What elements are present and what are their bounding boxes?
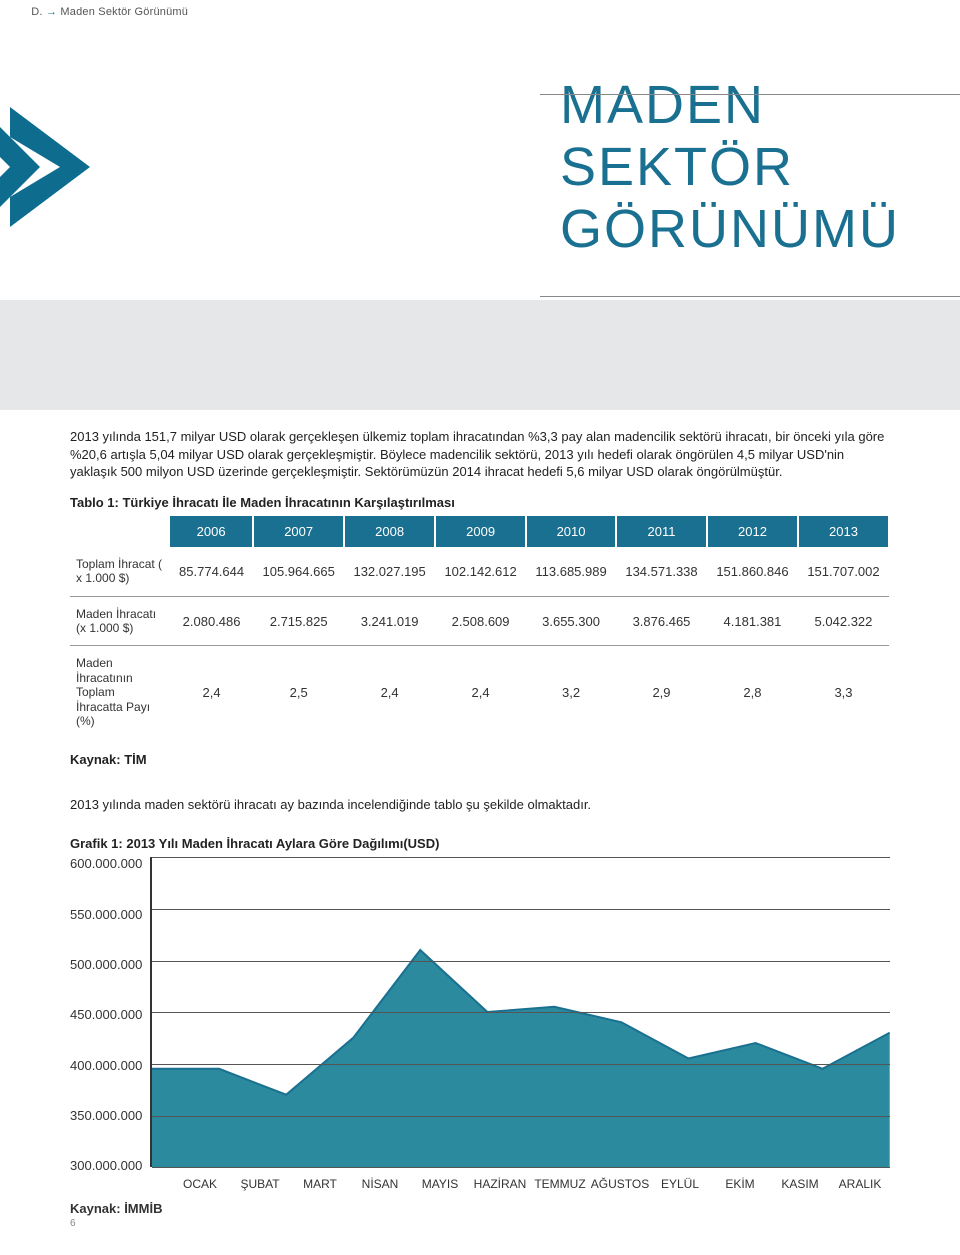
chart1-x-tick-label: NİSAN [350, 1177, 410, 1191]
chart1-x-tick-label: HAZİRAN [470, 1177, 530, 1191]
table1-cell: 132.027.195 [344, 547, 435, 596]
table1-row-label: Maden İhracatının Toplam İhracatta Payı … [70, 646, 170, 738]
table1-year: 2013 [798, 516, 889, 547]
table1-cell: 3,2 [526, 646, 616, 738]
table1-row-label: Maden İhracatı (x 1.000 $) [70, 596, 170, 646]
chart1-x-tick-label: OCAK [170, 1177, 230, 1191]
table1-cell: 2,8 [707, 646, 798, 738]
table1-cell: 113.685.989 [526, 547, 616, 596]
table1-cell: 151.860.846 [707, 547, 798, 596]
table1-title: Tablo 1: Türkiye İhracatı İle Maden İhra… [70, 495, 890, 510]
table-row: Maden İhracatının Toplam İhracatta Payı … [70, 646, 889, 738]
breadcrumb-text: Maden Sektör Görünümü [60, 6, 188, 18]
table1-cell: 102.142.612 [435, 547, 526, 596]
chart1-x-tick-label: ARALIK [830, 1177, 890, 1191]
chart1-x-tick-label: EYLÜL [650, 1177, 710, 1191]
page-title: MADEN SEKTÖR GÖRÜNÜMÜ [560, 74, 900, 260]
chart1-x-axis: OCAKŞUBATMARTNİSANMAYISHAZİRANTEMMUZAĞUS… [170, 1177, 890, 1191]
chart1-y-tick-label: 450.000.000 [70, 1008, 142, 1022]
table1-cell: 3.876.465 [616, 596, 707, 646]
table1-cell: 2.715.825 [253, 596, 344, 646]
table1-cell: 85.774.644 [170, 547, 253, 596]
chart1-x-tick-label: MAYIS [410, 1177, 470, 1191]
table1: 2006 2007 2008 2009 2010 2011 2012 2013 … [70, 516, 890, 739]
table1-header-row: 2006 2007 2008 2009 2010 2011 2012 2013 [70, 516, 889, 547]
chart1-y-tick-label: 400.000.000 [70, 1059, 142, 1073]
chart1-x-tick-label: TEMMUZ [530, 1177, 590, 1191]
chart1-area [152, 950, 890, 1167]
title-line2: SEKTÖR [560, 136, 900, 198]
chart1-y-tick-label: 600.000.000 [70, 857, 142, 871]
table-row: Maden İhracatı (x 1.000 $)2.080.4862.715… [70, 596, 889, 646]
chart1-x-tick-label: ŞUBAT [230, 1177, 290, 1191]
chart1-plot-area [150, 857, 890, 1167]
table1-cell: 3.241.019 [344, 596, 435, 646]
chart1: 600.000.000 550.000.000 500.000.000 450.000… [70, 857, 890, 1173]
breadcrumb-prefix: D. [31, 6, 42, 18]
table1-cell: 3,3 [798, 646, 889, 738]
table1-cell: 2.508.609 [435, 596, 526, 646]
table1-year: 2009 [435, 516, 526, 547]
table1-cell: 4.181.381 [707, 596, 798, 646]
table1-year: 2012 [707, 516, 798, 547]
chart1-title: Grafik 1: 2013 Yılı Maden İhracatı Aylar… [70, 836, 890, 851]
title-line1: MADEN [560, 74, 900, 136]
title-line3: GÖRÜNÜMÜ [560, 198, 900, 260]
breadcrumb: D. → Maden Sektör Görünümü [0, 0, 960, 24]
table1-cell: 2,4 [170, 646, 253, 738]
gray-band [0, 300, 960, 410]
chart1-x-tick-label: MART [290, 1177, 350, 1191]
table1-cell: 134.571.338 [616, 547, 707, 596]
table-row: Toplam İhracat ( x 1.000 $)85.774.644105… [70, 547, 889, 596]
table1-cell: 2,5 [253, 646, 344, 738]
breadcrumb-arrow-icon: → [46, 6, 57, 18]
chart1-x-tick-label: EKİM [710, 1177, 770, 1191]
table1-cell: 2,9 [616, 646, 707, 738]
chart1-source: Kaynak: İMMİB [70, 1201, 890, 1216]
chart1-y-tick-label: 300.000.000 [70, 1159, 142, 1173]
table1-year: 2008 [344, 516, 435, 547]
table1-cell: 2,4 [435, 646, 526, 738]
chart1-y-tick-label: 500.000.000 [70, 958, 142, 972]
table1-cell: 105.964.665 [253, 547, 344, 596]
table1-corner [70, 516, 170, 547]
chart1-x-tick-label: KASIM [770, 1177, 830, 1191]
table1-cell: 2,4 [344, 646, 435, 738]
table1-year: 2007 [253, 516, 344, 547]
page-number: 6 [70, 1218, 890, 1229]
chart1-y-tick-label: 550.000.000 [70, 908, 142, 922]
chart1-y-axis: 600.000.000 550.000.000 500.000.000 450.000… [70, 857, 150, 1173]
table1-row-label: Toplam İhracat ( x 1.000 $) [70, 547, 170, 596]
chart1-x-tick-label: AĞUSTOS [590, 1177, 650, 1191]
chart1-y-tick-label: 350.000.000 [70, 1109, 142, 1123]
large-arrow-icon [0, 87, 140, 247]
table1-year: 2010 [526, 516, 616, 547]
intro-paragraph: 2013 yılında 151,7 milyar USD olarak ger… [70, 428, 890, 481]
table1-cell: 2.080.486 [170, 596, 253, 646]
table1-year: 2011 [616, 516, 707, 547]
table1-cell: 5.042.322 [798, 596, 889, 646]
hero-section: MADEN SEKTÖR GÖRÜNÜMÜ [0, 24, 960, 300]
table1-source: Kaynak: TİM [70, 752, 890, 767]
table1-year: 2006 [170, 516, 253, 547]
table1-cell: 151.707.002 [798, 547, 889, 596]
paragraph2: 2013 yılında maden sektörü ihracatı ay b… [70, 797, 890, 812]
table1-cell: 3.655.300 [526, 596, 616, 646]
